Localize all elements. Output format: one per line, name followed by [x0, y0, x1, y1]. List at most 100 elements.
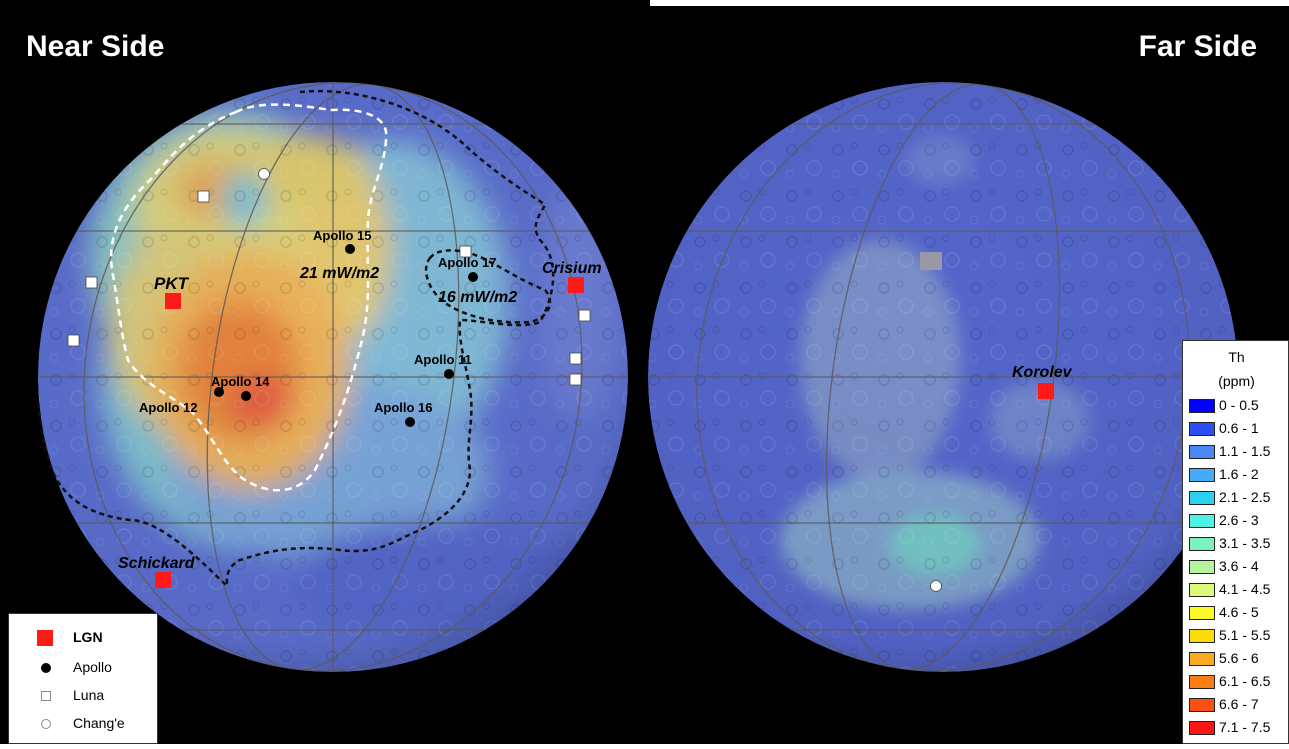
thorium-legend-item: 2.1 - 2.5: [1189, 487, 1289, 509]
color-swatch: [1189, 445, 1215, 459]
thorium-bin-label: 6.6 - 7: [1219, 696, 1259, 712]
pkt-boundary-white: [110, 103, 388, 492]
legend-label: Apollo: [73, 659, 112, 675]
thorium-legend-item: 3.6 - 4: [1189, 556, 1289, 578]
thorium-bin-label: 5.1 - 5.5: [1219, 627, 1271, 643]
label-apollo-17: Apollo 17: [438, 255, 497, 270]
thorium-legend-item: 0 - 0.5: [1189, 395, 1289, 417]
thorium-legend-item: 4.1 - 4.5: [1189, 579, 1289, 601]
thorium-bin-label: 5.6 - 6: [1219, 650, 1259, 666]
apollo-marker-15: [345, 244, 355, 254]
color-swatch: [1189, 675, 1215, 689]
thorium-bin-label: 1.1 - 1.5: [1219, 443, 1271, 459]
thorium-legend-item: 5.1 - 5.5: [1189, 625, 1289, 647]
label-flux-21: 21 mW/m2: [299, 265, 379, 282]
thorium-bin-label: 6.1 - 6.5: [1219, 673, 1271, 689]
thorium-bin-label: 3.1 - 3.5: [1219, 535, 1271, 551]
color-swatch: [1189, 537, 1215, 551]
color-swatch: [1189, 721, 1215, 735]
thorium-legend-item: 3.1 - 3.5: [1189, 533, 1289, 555]
far-side-globe: [648, 82, 1238, 672]
thorium-bin-label: 1.6 - 2: [1219, 466, 1259, 482]
apollo17-flux-boundary: [424, 249, 552, 324]
thorium-legend-item: 4.6 - 5: [1189, 602, 1289, 624]
luna-marker: [67, 334, 80, 347]
thorium-legend: Th (ppm) 0 - 0.5 0.6 - 1 1.1 - 1.5 1.6 - 2 2…: [1182, 340, 1289, 744]
label-apollo-12: Apollo 12: [139, 400, 198, 415]
thorium-bin-label: 7.1 - 7.5: [1219, 719, 1271, 735]
near-side-title: Near Side: [26, 30, 165, 63]
luna-marker: [578, 309, 591, 322]
lgn-marker-pkt: [165, 293, 181, 309]
change-marker-far: [930, 580, 942, 592]
luna-marker: [569, 373, 582, 386]
thorium-bin-label: 2.6 - 3: [1219, 512, 1259, 528]
label-korolev: Korolev: [1012, 364, 1073, 381]
legend-label: LGN: [73, 629, 103, 645]
color-swatch: [1189, 629, 1215, 643]
top-edge-strip: [650, 0, 1289, 6]
label-apollo-14: Apollo 14: [211, 374, 270, 389]
thorium-legend-title: Th: [1228, 349, 1245, 365]
black-dot-icon: [41, 663, 51, 673]
label-apollo-16: Apollo 16: [374, 400, 433, 415]
color-swatch: [1189, 514, 1215, 528]
color-swatch: [1189, 399, 1215, 413]
color-swatch: [1189, 606, 1215, 620]
color-swatch: [1189, 560, 1215, 574]
site-legend: LGN Apollo Luna Chang'e: [8, 613, 158, 744]
label-crisium: Crisium: [542, 260, 602, 277]
legend-item-luna: Luna: [9, 684, 159, 708]
luna-marker: [569, 352, 582, 365]
thorium-bin-label: 0 - 0.5: [1219, 397, 1259, 413]
apollo-marker-16: [405, 417, 415, 427]
luna-marker: [85, 276, 98, 289]
color-swatch: [1189, 491, 1215, 505]
thorium-bin-label: 4.6 - 5: [1219, 604, 1259, 620]
thorium-legend-item: 5.6 - 6: [1189, 648, 1289, 670]
white-square-icon: [41, 691, 51, 701]
thorium-legend-item: 0.6 - 1: [1189, 418, 1289, 440]
lgn-marker-schickard: [155, 572, 171, 588]
apollo-marker-12: [214, 387, 224, 397]
thorium-legend-item: 2.6 - 3: [1189, 510, 1289, 532]
red-square-icon: [37, 630, 53, 646]
label-apollo-11: Apollo 11: [414, 352, 472, 367]
label-flux-16: 16 mW/m2: [438, 289, 517, 306]
color-swatch: [1189, 583, 1215, 597]
thorium-legend-unit: (ppm): [1218, 373, 1255, 389]
thorium-bin-label: 2.1 - 2.5: [1219, 489, 1271, 505]
luna-marker: [197, 190, 210, 203]
lgn-marker-crisium: [568, 277, 584, 293]
apollo-marker-11: [444, 369, 454, 379]
thorium-bin-label: 0.6 - 1: [1219, 420, 1259, 436]
label-pkt: PKT: [154, 274, 190, 293]
label-schickard: Schickard: [118, 555, 196, 572]
legend-label: Chang'e: [73, 715, 125, 731]
label-apollo-15: Apollo 15: [313, 228, 372, 243]
color-swatch: [1189, 422, 1215, 436]
thorium-legend-item: 1.1 - 1.5: [1189, 441, 1289, 463]
legend-item-lgn: LGN: [9, 626, 159, 650]
color-swatch: [1189, 698, 1215, 712]
change-marker: [258, 168, 270, 180]
thorium-legend-item: 1.6 - 2: [1189, 464, 1289, 486]
color-swatch: [1189, 652, 1215, 666]
thorium-bin-label: 4.1 - 4.5: [1219, 581, 1271, 597]
apollo-marker-17: [468, 272, 478, 282]
thorium-legend-item: 6.6 - 7: [1189, 694, 1289, 716]
thorium-bin-label: 3.6 - 4: [1219, 558, 1259, 574]
white-circle-icon: [41, 719, 51, 729]
apollo-marker-14: [241, 391, 251, 401]
legend-item-change: Chang'e: [9, 712, 159, 736]
far-side-title: Far Side: [1138, 30, 1257, 63]
luna-marker: [459, 245, 472, 258]
thorium-legend-item: 7.1 - 7.5: [1189, 717, 1289, 739]
legend-label: Luna: [73, 687, 105, 703]
legend-item-apollo: Apollo: [9, 656, 159, 680]
color-swatch: [1189, 468, 1215, 482]
lgn-marker-korolev: [1038, 383, 1054, 399]
thorium-legend-item: 6.1 - 6.5: [1189, 671, 1289, 693]
